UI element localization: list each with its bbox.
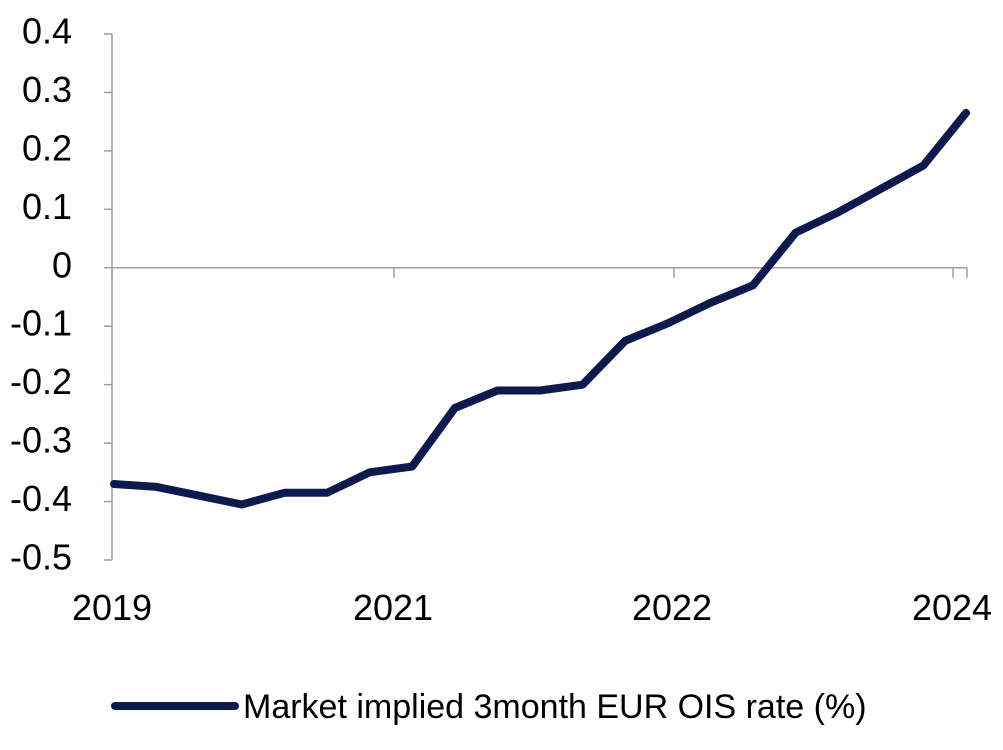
y-tick-label: 0 [52,244,72,285]
y-axis: 0.4 0.3 0.2 0.1 0 -0.1 -0.2 -0.3 -0.4 -0.5 [10,11,113,578]
legend-label: Market implied 3month EUR OIS rate (%) [243,688,867,726]
x-tick-label: 2019 [72,587,152,628]
y-tick-label: 0.4 [22,11,72,52]
x-tick-label: 2024 [912,587,992,628]
series-line [110,108,970,509]
y-tick-label: 0.1 [22,186,72,227]
x-axis: 2019 2021 2022 2024 [72,267,992,628]
y-tick-label: -0.4 [10,478,72,519]
y-tick-label: -0.1 [10,303,72,344]
y-tick-label: -0.2 [10,361,72,402]
y-tick-label: 0.2 [22,127,72,168]
y-tick-label: 0.3 [22,69,72,110]
y-tick-label: -0.5 [10,537,72,578]
x-tick-label: 2022 [632,587,712,628]
legend: Market implied 3month EUR OIS rate (%) [111,688,867,726]
x-tick-label: 2021 [353,587,433,628]
y-tick-label: -0.3 [10,420,72,461]
series-layer [110,108,970,509]
